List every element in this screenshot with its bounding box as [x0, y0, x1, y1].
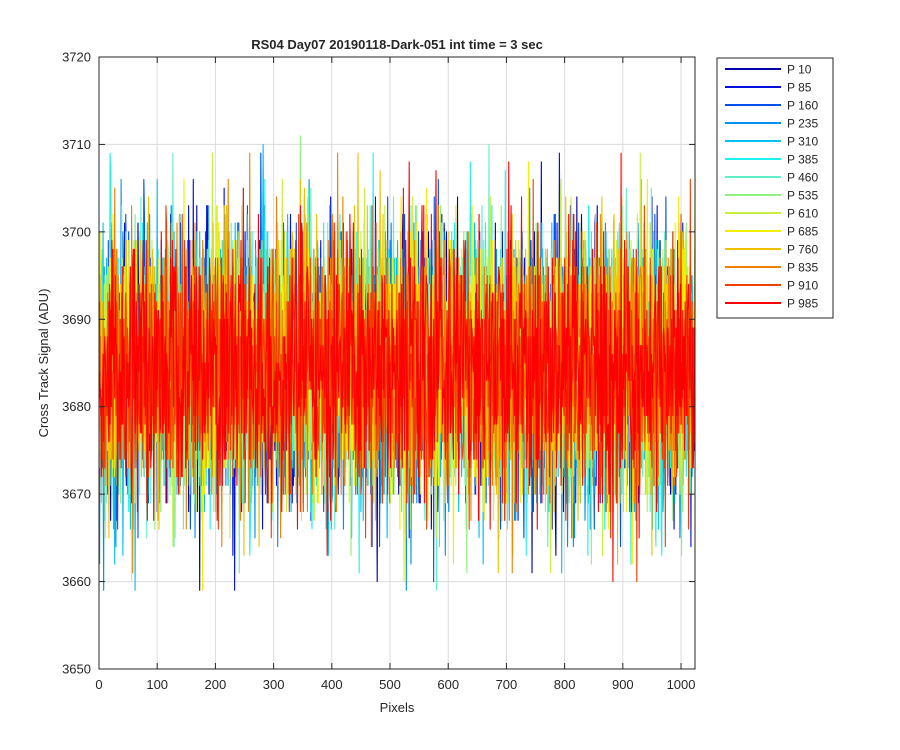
x-tick-label: 0 [95, 677, 102, 692]
x-tick-label: 800 [554, 677, 576, 692]
x-tick-label: 600 [437, 677, 459, 692]
legend-label: P 760 [787, 243, 818, 257]
legend-label: P 910 [787, 279, 818, 293]
legend-label: P 535 [787, 189, 818, 203]
y-tick-label: 3690 [62, 312, 91, 327]
x-tick-label: 400 [321, 677, 343, 692]
legend-box [716, 57, 834, 319]
legend-label: P 460 [787, 171, 818, 185]
series-lines [99, 135, 696, 591]
x-tick-label: 100 [146, 677, 168, 692]
series-line-p-985 [99, 152, 695, 583]
y-tick-label: 3670 [62, 487, 91, 502]
x-tick-label: 200 [205, 677, 227, 692]
chart-title: RS04 Day07 20190118-Dark-051 int time = … [251, 37, 543, 52]
legend-label: P 985 [787, 297, 818, 311]
legend: P 10 P 85 P 160 P 235 P 310 P 385 P 460 P 535 P … [716, 57, 834, 319]
x-axis-label: Pixels [380, 700, 415, 715]
axis-ticks: 0 100 200 300 400 500 600 700 800 900 1000 3650 3660… [62, 50, 695, 693]
y-tick-label: 3650 [62, 662, 91, 677]
legend-label: P 85 [787, 81, 812, 95]
y-tick-label: 3680 [62, 399, 91, 414]
legend-label: P 610 [787, 207, 818, 221]
x-tick-label: 900 [612, 677, 634, 692]
x-tick-label: 700 [496, 677, 518, 692]
legend-label: P 685 [787, 225, 818, 239]
y-tick-label: 3720 [62, 50, 91, 65]
plot-frame [98, 56, 696, 670]
legend-label: P 235 [787, 117, 818, 131]
y-tick-label: 3700 [62, 224, 91, 239]
x-tick-label: 1000 [667, 677, 696, 692]
legend-label: P 835 [787, 261, 818, 275]
legend-label: P 10 [787, 63, 812, 77]
y-tick-label: 3710 [62, 137, 91, 152]
x-tick-label: 300 [263, 677, 285, 692]
legend-label: P 310 [787, 135, 818, 149]
legend-label: P 160 [787, 99, 818, 113]
x-tick-label: 500 [379, 677, 401, 692]
legend-label: P 385 [787, 153, 818, 167]
y-axis-label: Cross Track Signal (ADU) [36, 289, 51, 438]
y-tick-label: 3660 [62, 574, 91, 589]
